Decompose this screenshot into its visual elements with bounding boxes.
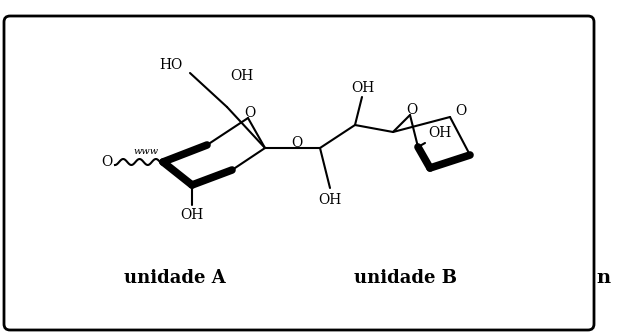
Text: O: O xyxy=(406,103,418,117)
Text: OH: OH xyxy=(181,208,204,222)
Text: OH: OH xyxy=(351,81,374,95)
Text: OH: OH xyxy=(318,193,342,207)
Text: OH: OH xyxy=(428,126,451,140)
Text: O: O xyxy=(455,104,466,118)
Text: n: n xyxy=(596,269,610,287)
Text: O: O xyxy=(244,106,256,120)
Text: O: O xyxy=(101,155,112,169)
Text: unidade A: unidade A xyxy=(124,269,226,287)
Text: HO: HO xyxy=(160,58,183,72)
Text: unidade B: unidade B xyxy=(354,269,456,287)
Text: O: O xyxy=(291,136,302,150)
Text: OH: OH xyxy=(230,69,253,83)
Text: www: www xyxy=(134,148,159,157)
